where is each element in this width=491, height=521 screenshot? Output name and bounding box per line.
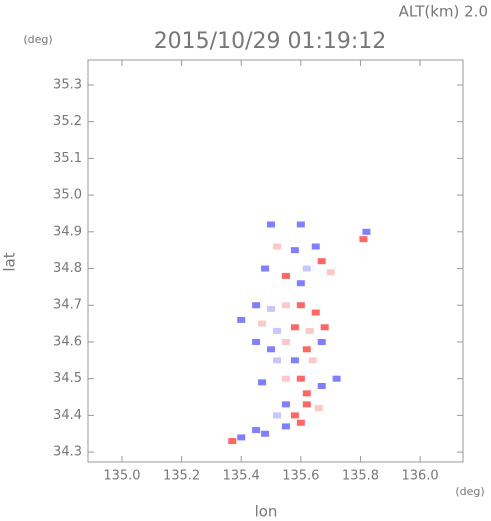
point [252, 338, 261, 345]
point [272, 327, 281, 334]
x-tick-label: 135.6 [282, 469, 319, 484]
point [317, 258, 326, 265]
point [261, 265, 270, 272]
point [359, 236, 368, 243]
x-tick-label: 135.4 [223, 469, 260, 484]
point [317, 338, 326, 345]
x-tick-label: 135.2 [163, 469, 200, 484]
point [296, 419, 305, 426]
point [302, 346, 311, 353]
point [272, 243, 281, 250]
point [320, 324, 329, 331]
point [252, 302, 261, 309]
y-tick-label: 35.2 [53, 114, 82, 129]
point [317, 383, 326, 390]
point [308, 357, 317, 364]
point [296, 280, 305, 287]
y-axis-label: lat [1, 252, 19, 271]
point [311, 309, 320, 316]
point [261, 430, 270, 437]
point [314, 405, 323, 412]
point [290, 412, 299, 419]
point [237, 434, 246, 441]
x-tick-label: 136.0 [401, 469, 438, 484]
point [326, 269, 335, 276]
point [267, 305, 276, 312]
point [281, 272, 290, 279]
chart-title: 2015/10/29 01:19:12 [154, 29, 387, 54]
y-tick-label: 34.4 [53, 408, 82, 423]
y-tick-label: 34.6 [53, 334, 82, 349]
x-axis-label: lon [255, 503, 278, 521]
y-tick-label: 34.7 [53, 298, 82, 313]
point [272, 357, 281, 364]
point [302, 265, 311, 272]
point [302, 401, 311, 408]
y-tick-label: 35.3 [53, 77, 82, 92]
x-tick-label: 135.8 [342, 469, 379, 484]
y-tick-label: 35.1 [53, 151, 82, 166]
y-tick-label: 34.9 [53, 224, 82, 239]
point [281, 375, 290, 382]
point [362, 228, 371, 235]
point [305, 327, 314, 334]
point [252, 427, 261, 434]
plot-frame [87, 59, 464, 463]
y-tick-label: 34.8 [53, 261, 82, 276]
point [296, 221, 305, 228]
y-tick-label: 34.5 [53, 371, 82, 386]
point [281, 423, 290, 430]
point [281, 338, 290, 345]
point [272, 412, 281, 419]
point [332, 375, 341, 382]
y-tick-label: 35.0 [53, 188, 82, 203]
x-unit: (deg) [455, 485, 484, 498]
point [290, 247, 299, 254]
point [267, 346, 276, 353]
point [302, 390, 311, 397]
y-unit: (deg) [23, 33, 52, 46]
point [258, 379, 267, 386]
y-tick-label: 34.3 [53, 445, 82, 460]
x-tick-label: 135.0 [103, 469, 140, 484]
subtitle: ALT(km) 2.0 [399, 3, 488, 21]
point [290, 324, 299, 331]
point [237, 316, 246, 323]
point [311, 243, 320, 250]
point [296, 375, 305, 382]
point [267, 221, 276, 228]
point [281, 302, 290, 309]
point [290, 357, 299, 364]
point [228, 438, 237, 445]
point [281, 401, 290, 408]
point [296, 302, 305, 309]
point [258, 320, 267, 327]
